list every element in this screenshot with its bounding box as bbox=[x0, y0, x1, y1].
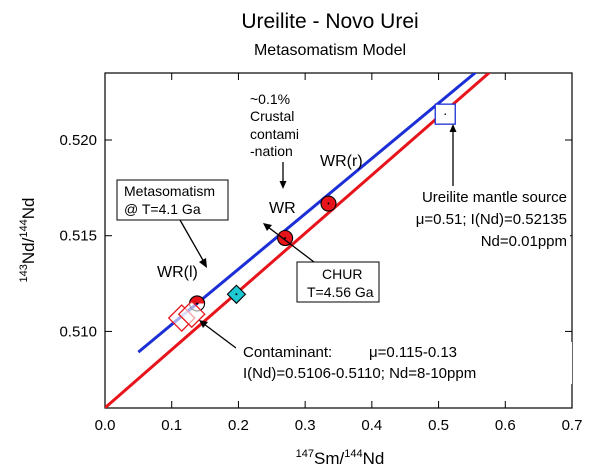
point-contaminant-2 bbox=[177, 300, 206, 329]
crustal-note-line: ~0.1% bbox=[250, 91, 290, 107]
y-tick-label: 0.515 bbox=[59, 228, 97, 245]
label-wr-l: WR(l) bbox=[157, 264, 198, 281]
contaminant-arrow-shaft bbox=[203, 323, 237, 349]
contaminant-label-bg bbox=[236, 342, 572, 384]
series-line-chur bbox=[105, 73, 492, 408]
label-wr-r: WR(r) bbox=[320, 153, 363, 170]
mantle-label-bg bbox=[362, 186, 570, 250]
chart-title: Ureilite - Novo Urei bbox=[241, 10, 418, 33]
y-tick-label: 0.510 bbox=[59, 323, 97, 340]
contaminant-label: I(Nd)=0.5106-0.5110; Nd=8-10ppm bbox=[243, 365, 476, 382]
crustal-contamination-note: ~0.1% Crustal contami -nation bbox=[250, 91, 299, 159]
contaminant-label: μ=0.115-0.13 bbox=[369, 344, 457, 361]
y-axis-label: 143Nd/144Nd bbox=[18, 198, 38, 283]
metasomatism-box bbox=[116, 179, 229, 221]
chur-label: CHUR bbox=[322, 266, 362, 282]
mantle-arrow-head bbox=[449, 124, 457, 132]
point-wr-r-dot bbox=[327, 202, 330, 205]
x-tick-label: 0.4 bbox=[361, 417, 382, 434]
mantle-label: Nd=0.01ppm bbox=[481, 233, 567, 250]
mantle-label: μ=0.51; I(Nd)=0.52135 bbox=[416, 211, 567, 228]
x-tick-label: 0.0 bbox=[95, 417, 116, 434]
chart-subtitle: Metasomatism Model bbox=[254, 42, 406, 59]
x-tick-label: 0.5 bbox=[428, 417, 449, 434]
x-axis-label: 147Sm/144Nd bbox=[296, 448, 385, 468]
x-tick-label: 0.7 bbox=[562, 417, 583, 434]
metasomatism-arrow-head bbox=[199, 258, 207, 268]
metasomatism-arrow-shaft bbox=[179, 219, 205, 263]
annotations: ~0.1% Crustal contami -nation WR(r) WR W… bbox=[116, 91, 572, 384]
axis-ticks: 0.0 0.1 0.2 0.3 0.4 0.5 0.6 0.7 0.510 0.515 0.520 bbox=[59, 73, 582, 434]
x-tick-label: 0.2 bbox=[228, 417, 249, 434]
x-tick-label: 0.1 bbox=[161, 417, 182, 434]
mantle-label: Ureilite mantle source bbox=[422, 189, 567, 206]
y-tick-label: 0.520 bbox=[59, 132, 97, 149]
point-wr-dot bbox=[284, 237, 287, 240]
contaminant-label: Contaminant: bbox=[243, 344, 332, 361]
point-mantle-source-dot bbox=[444, 113, 447, 115]
plot-frame bbox=[104, 72, 573, 409]
metasomatism-label: @ T=4.1 Ga bbox=[124, 201, 201, 217]
chur-arrow-shaft bbox=[267, 226, 315, 263]
chur-box bbox=[296, 261, 380, 303]
point-wr-l-fill bbox=[189, 295, 205, 304]
crustal-note-line: Crustal bbox=[250, 108, 294, 124]
label-wr: WR bbox=[269, 200, 296, 217]
metasomatism-label: Metasomatism bbox=[124, 183, 215, 199]
crustal-arrow-head bbox=[279, 181, 287, 189]
chur-label: T=4.56 Ga bbox=[307, 284, 374, 300]
x-tick-label: 0.6 bbox=[495, 417, 516, 434]
contaminant-arrow-head bbox=[199, 320, 208, 328]
point-wr-l-dot bbox=[196, 302, 199, 305]
data-points bbox=[167, 103, 456, 332]
point-chur-dot bbox=[235, 293, 238, 296]
crustal-note-line: -nation bbox=[250, 143, 293, 159]
chur-arrow-head bbox=[263, 223, 272, 231]
crustal-note-line: contami bbox=[250, 126, 299, 142]
x-tick-label: 0.3 bbox=[295, 417, 316, 434]
